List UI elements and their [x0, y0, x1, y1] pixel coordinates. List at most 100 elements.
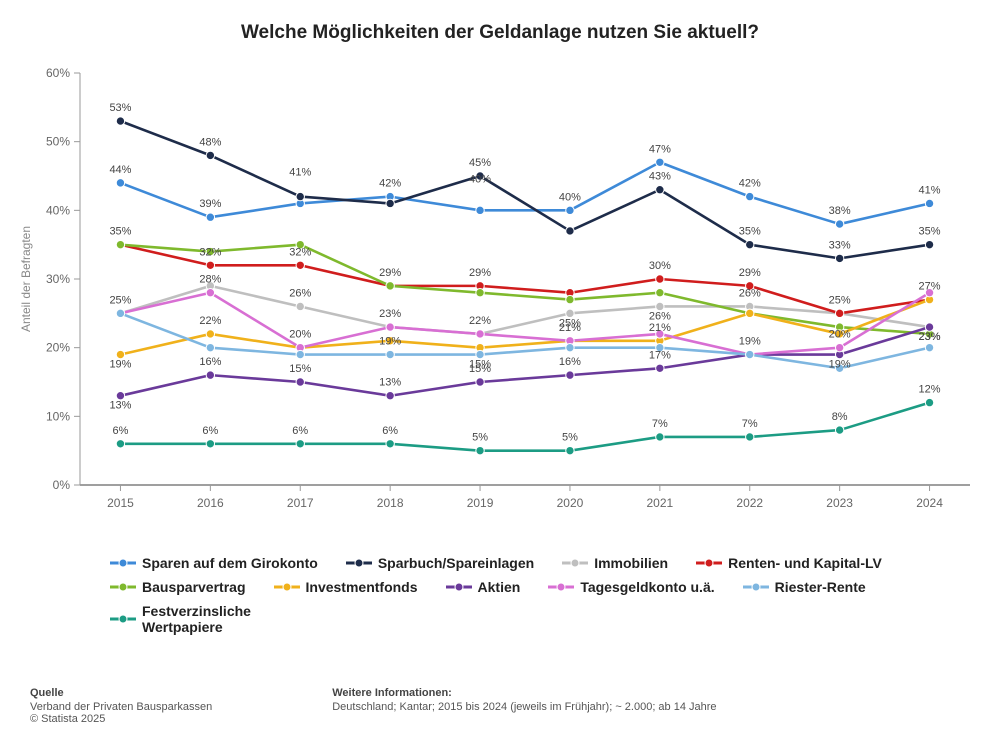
footer-source-line2: © Statista 2025: [30, 713, 105, 725]
legend-label: Bausparvertrag: [142, 579, 246, 595]
svg-text:32%: 32%: [289, 246, 311, 258]
legend-item: Riester-Rente: [743, 579, 866, 595]
legend-label: Renten- und Kapital-LV: [728, 555, 882, 571]
svg-text:48%: 48%: [199, 136, 221, 148]
legend-label: Immobilien: [594, 555, 668, 571]
svg-text:41%: 41%: [919, 184, 941, 196]
svg-text:29%: 29%: [469, 267, 491, 279]
svg-text:2022: 2022: [736, 496, 763, 510]
svg-text:2016: 2016: [197, 496, 224, 510]
legend-item: Aktien: [446, 579, 521, 595]
svg-text:29%: 29%: [739, 267, 761, 279]
legend-label: Aktien: [478, 579, 521, 595]
svg-text:10%: 10%: [46, 409, 70, 423]
svg-text:15%: 15%: [469, 359, 491, 371]
svg-text:40%: 40%: [46, 203, 70, 217]
svg-text:40%: 40%: [559, 191, 581, 203]
footer-source-heading: Quelle: [30, 687, 212, 699]
svg-text:7%: 7%: [652, 418, 668, 430]
svg-text:50%: 50%: [46, 135, 70, 149]
legend-item: Bausparvertrag: [110, 579, 246, 595]
footer-info-line: Deutschland; Kantar; 2015 bis 2024 (jewe…: [332, 701, 716, 713]
legend-item: Festverzinsliche Wertpapiere: [110, 603, 280, 635]
svg-text:12%: 12%: [919, 384, 941, 396]
svg-text:45%: 45%: [469, 157, 491, 169]
svg-text:5%: 5%: [472, 432, 488, 444]
footer-info-heading: Weitere Informationen:: [332, 687, 716, 699]
svg-text:13%: 13%: [109, 400, 131, 412]
svg-text:2015: 2015: [107, 496, 134, 510]
svg-text:2019: 2019: [467, 496, 494, 510]
svg-text:53%: 53%: [109, 102, 131, 114]
svg-text:60%: 60%: [46, 66, 70, 80]
svg-text:22%: 22%: [469, 315, 491, 327]
footer-info: Weitere Informationen: Deutschland; Kant…: [332, 687, 716, 725]
svg-text:17%: 17%: [649, 349, 671, 361]
footer: Quelle Verband der Privaten Bausparkasse…: [30, 687, 970, 725]
svg-text:44%: 44%: [109, 164, 131, 176]
svg-text:42%: 42%: [739, 178, 761, 190]
svg-text:6%: 6%: [292, 425, 308, 437]
svg-text:41%: 41%: [289, 166, 311, 178]
svg-text:30%: 30%: [46, 272, 70, 286]
svg-text:2017: 2017: [287, 496, 314, 510]
svg-text:28%: 28%: [199, 274, 221, 286]
legend-label: Riester-Rente: [775, 579, 866, 595]
legend-label: Investmentfonds: [306, 579, 418, 595]
svg-text:Anteil der Befragten: Anteil der Befragten: [19, 226, 33, 332]
legend: Sparen auf dem Girokonto Sparbuch/Sparein…: [110, 555, 930, 635]
svg-text:23%: 23%: [379, 308, 401, 320]
svg-text:19%: 19%: [379, 336, 401, 348]
svg-text:13%: 13%: [379, 377, 401, 389]
svg-text:20%: 20%: [46, 341, 70, 355]
svg-text:6%: 6%: [113, 425, 129, 437]
svg-text:2024: 2024: [916, 496, 943, 510]
svg-text:25%: 25%: [829, 294, 851, 306]
legend-item: Renten- und Kapital-LV: [696, 555, 882, 571]
svg-text:16%: 16%: [199, 356, 221, 368]
legend-item: Sparbuch/Spareinlagen: [346, 555, 534, 571]
svg-text:35%: 35%: [739, 226, 761, 238]
svg-text:29%: 29%: [379, 267, 401, 279]
svg-text:39%: 39%: [199, 198, 221, 210]
svg-text:7%: 7%: [742, 418, 758, 430]
svg-text:15%: 15%: [289, 363, 311, 375]
svg-text:43%: 43%: [649, 171, 671, 183]
svg-text:42%: 42%: [379, 178, 401, 190]
svg-text:35%: 35%: [919, 226, 941, 238]
svg-text:20%: 20%: [289, 329, 311, 341]
svg-text:5%: 5%: [562, 432, 578, 444]
svg-text:25%: 25%: [109, 294, 131, 306]
legend-item: Tagesgeldkonto u.ä.: [548, 579, 714, 595]
svg-text:33%: 33%: [829, 239, 851, 251]
svg-text:21%: 21%: [559, 322, 581, 334]
svg-text:26%: 26%: [739, 287, 761, 299]
legend-label: Festverzinsliche Wertpapiere: [142, 603, 280, 635]
svg-text:21%: 21%: [649, 322, 671, 334]
legend-label: Sparen auf dem Girokonto: [142, 555, 318, 571]
svg-text:6%: 6%: [382, 425, 398, 437]
svg-text:27%: 27%: [919, 281, 941, 293]
svg-text:23%: 23%: [919, 331, 941, 343]
svg-text:40%: 40%: [469, 173, 491, 185]
svg-text:0%: 0%: [53, 478, 71, 492]
legend-label: Sparbuch/Spareinlagen: [378, 555, 534, 571]
svg-text:16%: 16%: [559, 356, 581, 368]
svg-text:26%: 26%: [649, 310, 671, 322]
chart-title: Welche Möglichkeiten der Geldanlage nutz…: [0, 0, 1000, 44]
svg-text:2020: 2020: [557, 496, 584, 510]
chart-svg: 0% 10% 20% 30% 40% 50% 60% 2015 2016 2017 2018 2019…: [0, 55, 1000, 535]
legend-label: Tagesgeldkonto u.ä.: [580, 579, 714, 595]
svg-text:2018: 2018: [377, 496, 404, 510]
legend-item: Sparen auf dem Girokonto: [110, 555, 318, 571]
svg-text:6%: 6%: [202, 425, 218, 437]
svg-text:20%: 20%: [829, 329, 851, 341]
svg-text:2021: 2021: [646, 496, 673, 510]
legend-item: Immobilien: [562, 555, 668, 571]
footer-source-line1: Verband der Privaten Bausparkassen: [30, 701, 212, 713]
legend-item: Investmentfonds: [274, 579, 418, 595]
chart-area: 0% 10% 20% 30% 40% 50% 60% 2015 2016 2017 2018 2019…: [0, 55, 1000, 535]
footer-source: Quelle Verband der Privaten Bausparkasse…: [30, 687, 212, 725]
svg-text:19%: 19%: [109, 359, 131, 371]
svg-text:22%: 22%: [199, 315, 221, 327]
